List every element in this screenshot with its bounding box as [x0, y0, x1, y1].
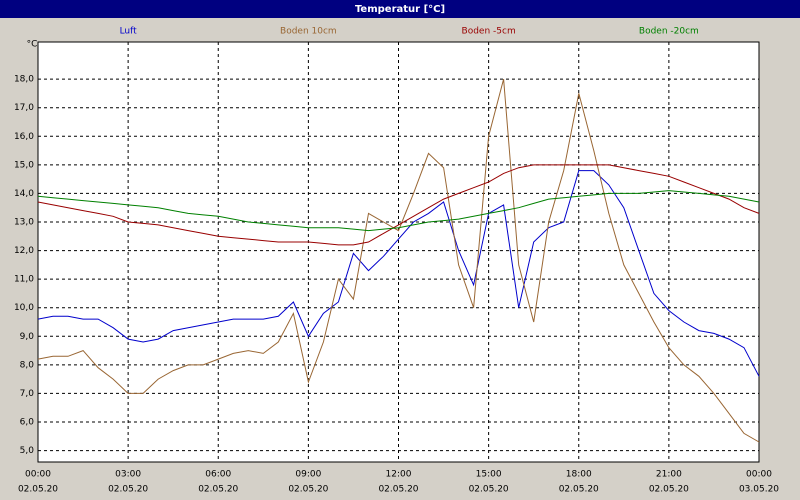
x-tick-label: 00:00 — [746, 470, 772, 480]
chart-title: Temperatur [°C] — [355, 4, 445, 15]
y-tick-label: 18,0 — [14, 75, 34, 85]
x-tick-label: 15:00 — [476, 470, 502, 480]
y-tick-label: 6,0 — [20, 418, 35, 428]
y-tick-label: 7,0 — [20, 389, 35, 399]
legend-entry: Luft — [120, 27, 138, 37]
x-tick-date: 03.05.20 — [739, 485, 779, 495]
series-line — [37, 164, 760, 246]
legend-entry: Boden 10cm — [280, 27, 337, 37]
y-unit: °C — [27, 40, 38, 50]
y-tick-label: 13,0 — [14, 218, 34, 228]
y-tick-label: 8,0 — [20, 360, 35, 370]
y-tick-label: 17,0 — [14, 103, 34, 113]
x-tick-date: 02.05.20 — [559, 485, 599, 495]
series-line — [37, 78, 760, 443]
x-tick-date: 02.05.20 — [198, 485, 238, 495]
x-tick-date: 02.05.20 — [649, 485, 689, 495]
y-tick-label: 5,0 — [20, 446, 35, 456]
x-tick-label: 00:00 — [25, 470, 51, 480]
x-tick-label: 12:00 — [386, 470, 412, 480]
x-tick-label: 09:00 — [295, 470, 321, 480]
y-tick-label: 12,0 — [14, 246, 34, 256]
series-line — [37, 190, 760, 232]
x-tick-date: 02.05.20 — [108, 485, 148, 495]
x-tick-label: 06:00 — [205, 470, 231, 480]
series-line — [37, 170, 760, 377]
x-tick-label: 18:00 — [566, 470, 592, 480]
y-tick-label: 16,0 — [14, 132, 34, 142]
x-tick-date: 02.05.20 — [469, 485, 509, 495]
title-bar — [0, 0, 800, 18]
x-tick-label: 03:00 — [115, 470, 141, 480]
y-tick-label: 11,0 — [14, 275, 34, 285]
x-tick-date: 02.05.20 — [378, 485, 418, 495]
x-tick-label: 21:00 — [656, 470, 682, 480]
plot-border — [37, 41, 760, 463]
y-tick-label: 10,0 — [14, 303, 34, 313]
y-tick-label: 9,0 — [20, 332, 35, 342]
legend-entry: Boden -5cm — [462, 27, 516, 37]
x-tick-date: 02.05.20 — [18, 485, 58, 495]
legend-entry: Boden -20cm — [639, 27, 699, 37]
y-tick-label: 14,0 — [14, 189, 34, 199]
y-tick-label: 15,0 — [14, 160, 34, 170]
x-tick-date: 02.05.20 — [288, 485, 328, 495]
